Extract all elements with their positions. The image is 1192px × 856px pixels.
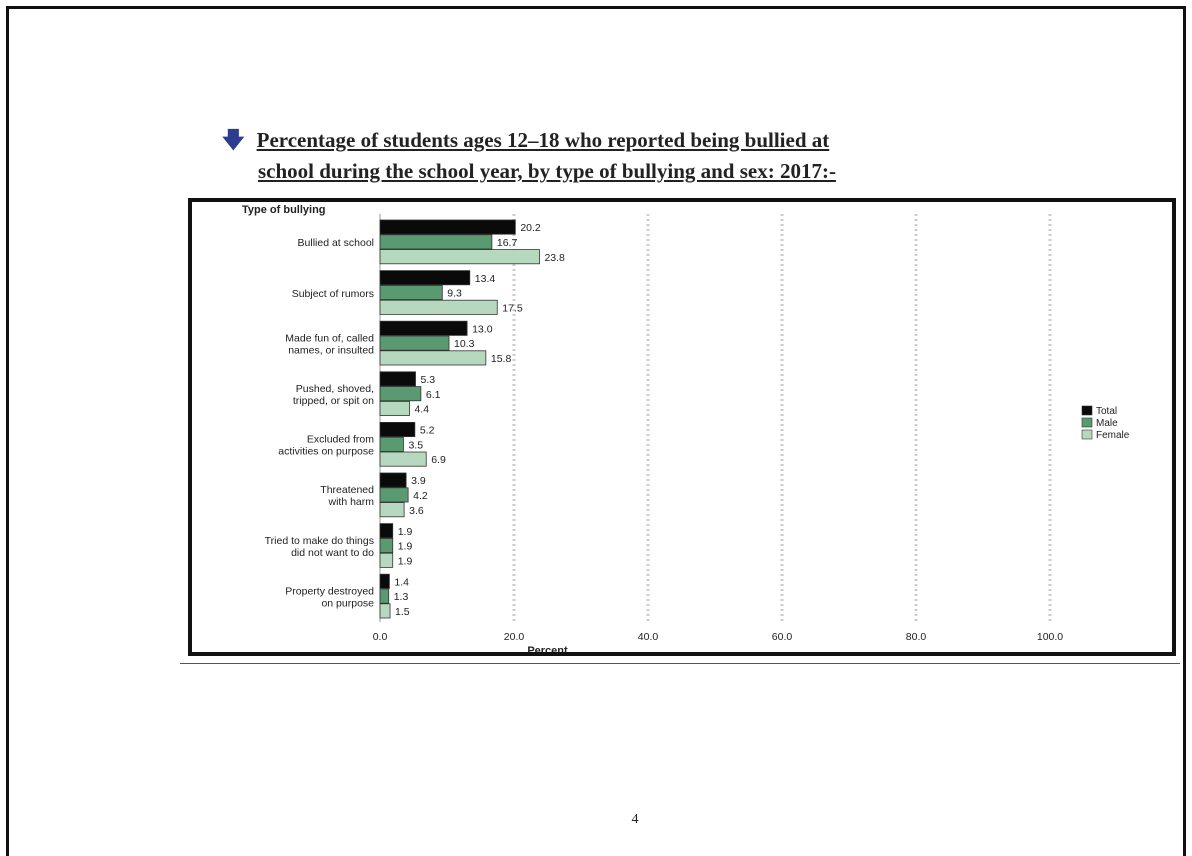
data-label: 1.3 [394, 591, 409, 603]
data-label: 9.3 [447, 288, 462, 300]
category-label: Subject of rumors [292, 288, 374, 300]
bar-series-female [379, 603, 391, 619]
y-axis-title: Type of bullying [242, 204, 326, 216]
legend-label: Total [1096, 406, 1117, 417]
bar-chart: Type of bullying 20.216.7 23.8 Bullied at s… [242, 204, 1130, 657]
category-label: Bullied at school [298, 237, 374, 249]
horizontal-rule [180, 663, 1180, 664]
bar-series-female [379, 552, 394, 568]
page-number: 4 [631, 812, 639, 827]
down-arrow-bullet-icon: 🡇 [222, 127, 245, 152]
category-label: Made fun of, called [285, 332, 374, 344]
data-label: 3.6 [409, 505, 424, 517]
bar-series-male [379, 537, 394, 553]
data-label: 1.9 [398, 541, 413, 553]
data-label: 1.9 [398, 526, 413, 538]
chart-heading: 🡇 Percentage of students ages 12–18 who r… [222, 124, 1122, 187]
category-label: names, or insulted [288, 344, 374, 356]
data-label: 15.8 [491, 353, 512, 365]
bar-series-total [379, 371, 416, 387]
data-label: 17.5 [502, 302, 523, 314]
bar-series-female [379, 451, 427, 467]
bar-series-total [379, 472, 407, 488]
data-label: 10.3 [454, 338, 475, 350]
data-label: 1.4 [394, 576, 409, 588]
data-label: 13.0 [472, 323, 493, 335]
data-label: 5.2 [420, 425, 435, 437]
data-label: 5.3 [421, 374, 436, 386]
data-label: 23.8 [544, 252, 565, 264]
x-tick-label: 80.0 [906, 631, 927, 643]
bar-series-total [379, 523, 394, 539]
category-label: Threatened [320, 484, 374, 496]
bar-series-male [379, 487, 409, 503]
data-label: 4.4 [414, 404, 429, 416]
page-frame [6, 6, 1186, 856]
bar-series-female [379, 502, 405, 518]
x-tick-label: 40.0 [638, 631, 659, 643]
data-label: 16.7 [497, 237, 518, 249]
chart-frame: Type of bullying 20.2 16.7 23.8 Bullied at s… [188, 198, 1176, 657]
legend-swatch-series-total [1081, 405, 1093, 416]
bar-series-female [379, 249, 540, 265]
bar-series-male [379, 386, 422, 402]
category-label: tripped, or spit on [293, 395, 374, 407]
bar-series-male [379, 285, 443, 301]
x-tick-label: 60.0 [772, 631, 793, 643]
data-label: 6.9 [431, 454, 446, 466]
category-label: Pushed, shoved, [296, 383, 374, 395]
bar-series-female [379, 299, 498, 315]
x-axis-title: Percent [527, 645, 568, 652]
bar-series-male [379, 234, 493, 250]
x-tick-label: 0.0 [373, 631, 388, 643]
legend-label: Female [1096, 430, 1130, 441]
x-tick-label: 20.0 [504, 631, 525, 643]
data-label: 13.4 [475, 273, 496, 285]
bar-series-total [379, 270, 471, 286]
bar-series-total [379, 219, 516, 235]
bar-series-total [379, 421, 416, 437]
category-label: on purpose [321, 597, 374, 609]
category-label: Property destroyed [285, 585, 374, 597]
data-label: 3.9 [411, 475, 426, 487]
heading-line-1: Percentage of students ages 12–18 who re… [256, 128, 830, 152]
data-label: 1.5 [395, 606, 410, 618]
bar-series-male [379, 436, 404, 452]
category-label: with harm [327, 496, 374, 508]
legend-swatch-series-female [1081, 429, 1093, 440]
category-label: Excluded from [307, 434, 374, 446]
legend-swatch-series-male [1081, 417, 1093, 428]
data-label: 6.1 [426, 389, 441, 401]
data-label: 4.2 [413, 490, 428, 502]
data-label: 1.9 [398, 555, 413, 567]
x-tick-label: 100.0 [1037, 631, 1063, 643]
category-label: Tried to make do things [265, 535, 374, 547]
data-label: 20.2 [520, 222, 541, 234]
bar-series-total [379, 573, 390, 589]
bar-series-male [379, 588, 390, 604]
bar-series-female [379, 400, 410, 416]
heading-line-2: school during the school year, by type o… [258, 159, 836, 183]
bar-series-female [379, 350, 487, 366]
category-label: activities on purpose [278, 446, 374, 458]
legend-label: Male [1096, 418, 1118, 429]
bar-series-male [379, 335, 450, 351]
data-label: 3.5 [408, 439, 423, 451]
category-label: did not want to do [291, 547, 374, 559]
bar-series-total [379, 320, 468, 336]
